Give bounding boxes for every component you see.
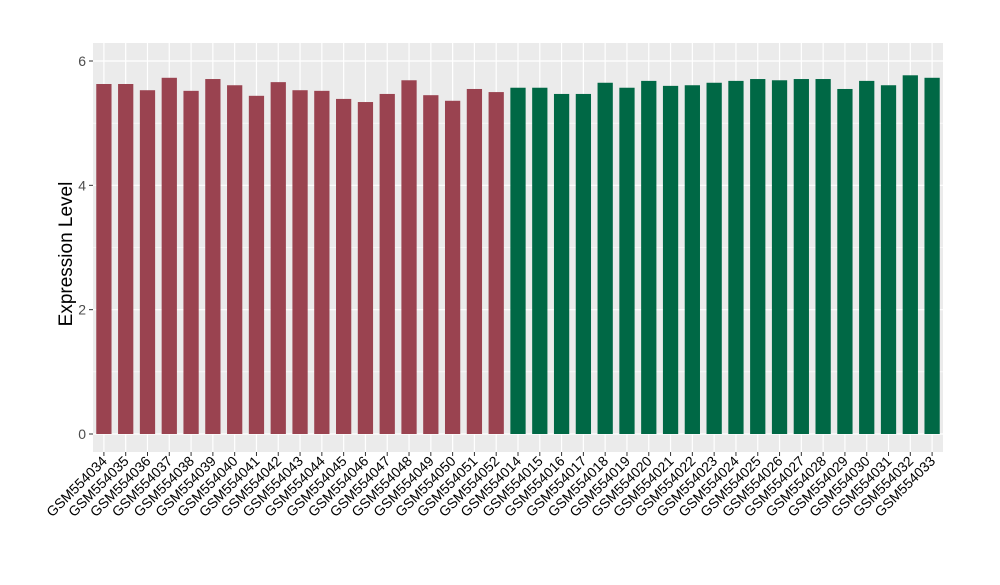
bar-GSM554047: [379, 93, 395, 434]
bar-GSM554022: [684, 85, 700, 435]
x-axis: GSM554034GSM554035GSM554036GSM554037GSM5…: [43, 452, 938, 520]
bar-GSM554045: [336, 98, 352, 435]
bar-GSM554034: [96, 84, 112, 435]
bar-GSM554029: [837, 88, 853, 434]
bar-GSM554016: [553, 93, 570, 434]
y-axis: 0 2 4 6: [78, 53, 93, 442]
bar-GSM554015: [532, 87, 548, 435]
bar-GSM554046: [357, 102, 374, 434]
bar-GSM554035: [118, 84, 134, 435]
bar-GSM554051: [466, 88, 483, 434]
y-axis-label: Expression Level: [56, 182, 77, 327]
bar-GSM554014: [510, 87, 526, 435]
bar-GSM554032: [902, 75, 918, 434]
bar-GSM554028: [815, 79, 831, 435]
bar-GSM554048: [401, 80, 417, 434]
bar-GSM554017: [575, 93, 592, 434]
bar-GSM554039: [205, 79, 221, 435]
bar-GSM554036: [139, 90, 156, 435]
bar-GSM554033: [924, 77, 940, 434]
bar-GSM554049: [423, 95, 439, 435]
bar-GSM554018: [597, 82, 613, 434]
bar-GSM554023: [706, 82, 722, 434]
y-tick-label: 6: [78, 53, 86, 69]
bar-GSM554052: [488, 92, 504, 434]
bar-GSM554024: [728, 80, 744, 434]
bar-GSM554043: [292, 90, 308, 435]
bar-GSM554042: [270, 82, 286, 435]
y-tick-label: 0: [78, 426, 86, 442]
bar-GSM554020: [641, 80, 657, 434]
bar-GSM554038: [183, 90, 199, 434]
bar-GSM554044: [314, 90, 330, 434]
y-tick-label: 4: [78, 177, 86, 193]
bar-GSM554027: [793, 79, 809, 435]
bar-GSM554037: [161, 77, 177, 434]
bar-GSM554030: [859, 80, 875, 434]
bar-GSM554050: [444, 100, 461, 434]
bar-GSM554019: [619, 87, 635, 435]
bar-GSM554026: [771, 80, 788, 434]
y-tick-label: 2: [78, 302, 86, 318]
bar-GSM554021: [662, 85, 679, 434]
bar-GSM554031: [880, 85, 897, 435]
bar-GSM554025: [750, 79, 766, 435]
bar-GSM554041: [248, 95, 265, 435]
bar-GSM554040: [227, 85, 243, 435]
bars: [96, 75, 940, 435]
